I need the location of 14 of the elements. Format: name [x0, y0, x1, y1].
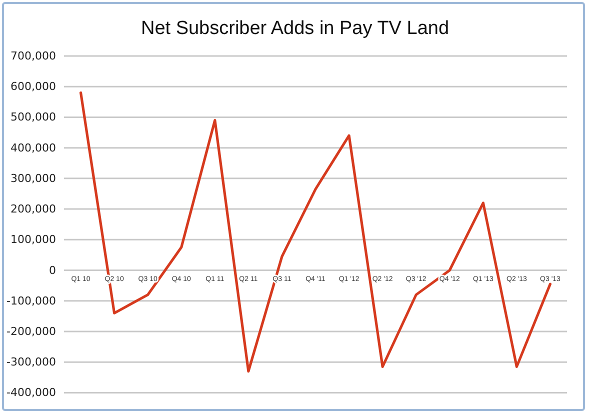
chart-title: Net Subscriber Adds in Pay TV Land [140, 18, 450, 39]
y-tick-label: 600,000 [10, 80, 56, 94]
y-tick-label: -400,000 [6, 386, 56, 400]
y-tick-label: -200,000 [6, 325, 56, 338]
y-tick-label: 400,000 [10, 141, 56, 154]
line-series [79, 91, 552, 373]
y-tick-label: 0 [49, 264, 56, 277]
y-tick-label: 100,000 [10, 233, 56, 246]
y-tick-label: -300,000 [6, 356, 56, 369]
y-tick-label: -100,000 [6, 294, 56, 308]
y-tick-label: 300,000 [10, 172, 56, 185]
y-tick-label: 700,000 [10, 50, 56, 63]
y-tick-label: 500,000 [10, 110, 56, 124]
y-tick-label: 200,000 [10, 202, 56, 216]
